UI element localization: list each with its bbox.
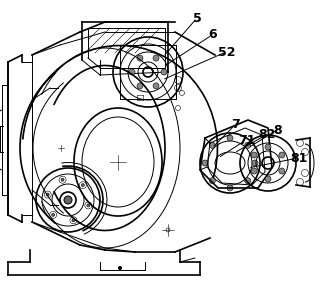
Circle shape bbox=[227, 185, 233, 191]
Circle shape bbox=[251, 168, 257, 174]
Circle shape bbox=[153, 83, 159, 89]
Circle shape bbox=[118, 266, 122, 270]
Text: 5: 5 bbox=[193, 12, 202, 25]
Circle shape bbox=[46, 193, 49, 196]
Circle shape bbox=[252, 160, 258, 166]
Circle shape bbox=[279, 152, 285, 158]
Circle shape bbox=[251, 152, 257, 158]
Circle shape bbox=[265, 176, 271, 182]
Circle shape bbox=[209, 142, 215, 148]
Circle shape bbox=[265, 144, 271, 150]
Circle shape bbox=[72, 219, 75, 222]
Text: 81: 81 bbox=[290, 151, 307, 164]
Text: 52: 52 bbox=[218, 45, 235, 58]
Text: 6: 6 bbox=[208, 28, 216, 41]
Text: 82: 82 bbox=[258, 129, 275, 142]
Circle shape bbox=[245, 142, 251, 148]
Circle shape bbox=[137, 55, 143, 61]
Circle shape bbox=[161, 69, 167, 75]
Circle shape bbox=[52, 213, 55, 216]
Circle shape bbox=[153, 55, 159, 61]
Circle shape bbox=[87, 204, 90, 207]
Circle shape bbox=[209, 178, 215, 184]
Circle shape bbox=[61, 178, 64, 181]
Circle shape bbox=[129, 69, 135, 75]
Circle shape bbox=[245, 178, 251, 184]
Circle shape bbox=[279, 168, 285, 174]
Circle shape bbox=[227, 135, 233, 141]
Text: 7: 7 bbox=[231, 118, 240, 131]
Circle shape bbox=[81, 184, 84, 187]
Circle shape bbox=[202, 160, 208, 166]
Circle shape bbox=[64, 196, 72, 204]
Text: 8: 8 bbox=[273, 124, 282, 136]
Circle shape bbox=[137, 83, 143, 89]
Text: 71: 71 bbox=[238, 133, 255, 147]
